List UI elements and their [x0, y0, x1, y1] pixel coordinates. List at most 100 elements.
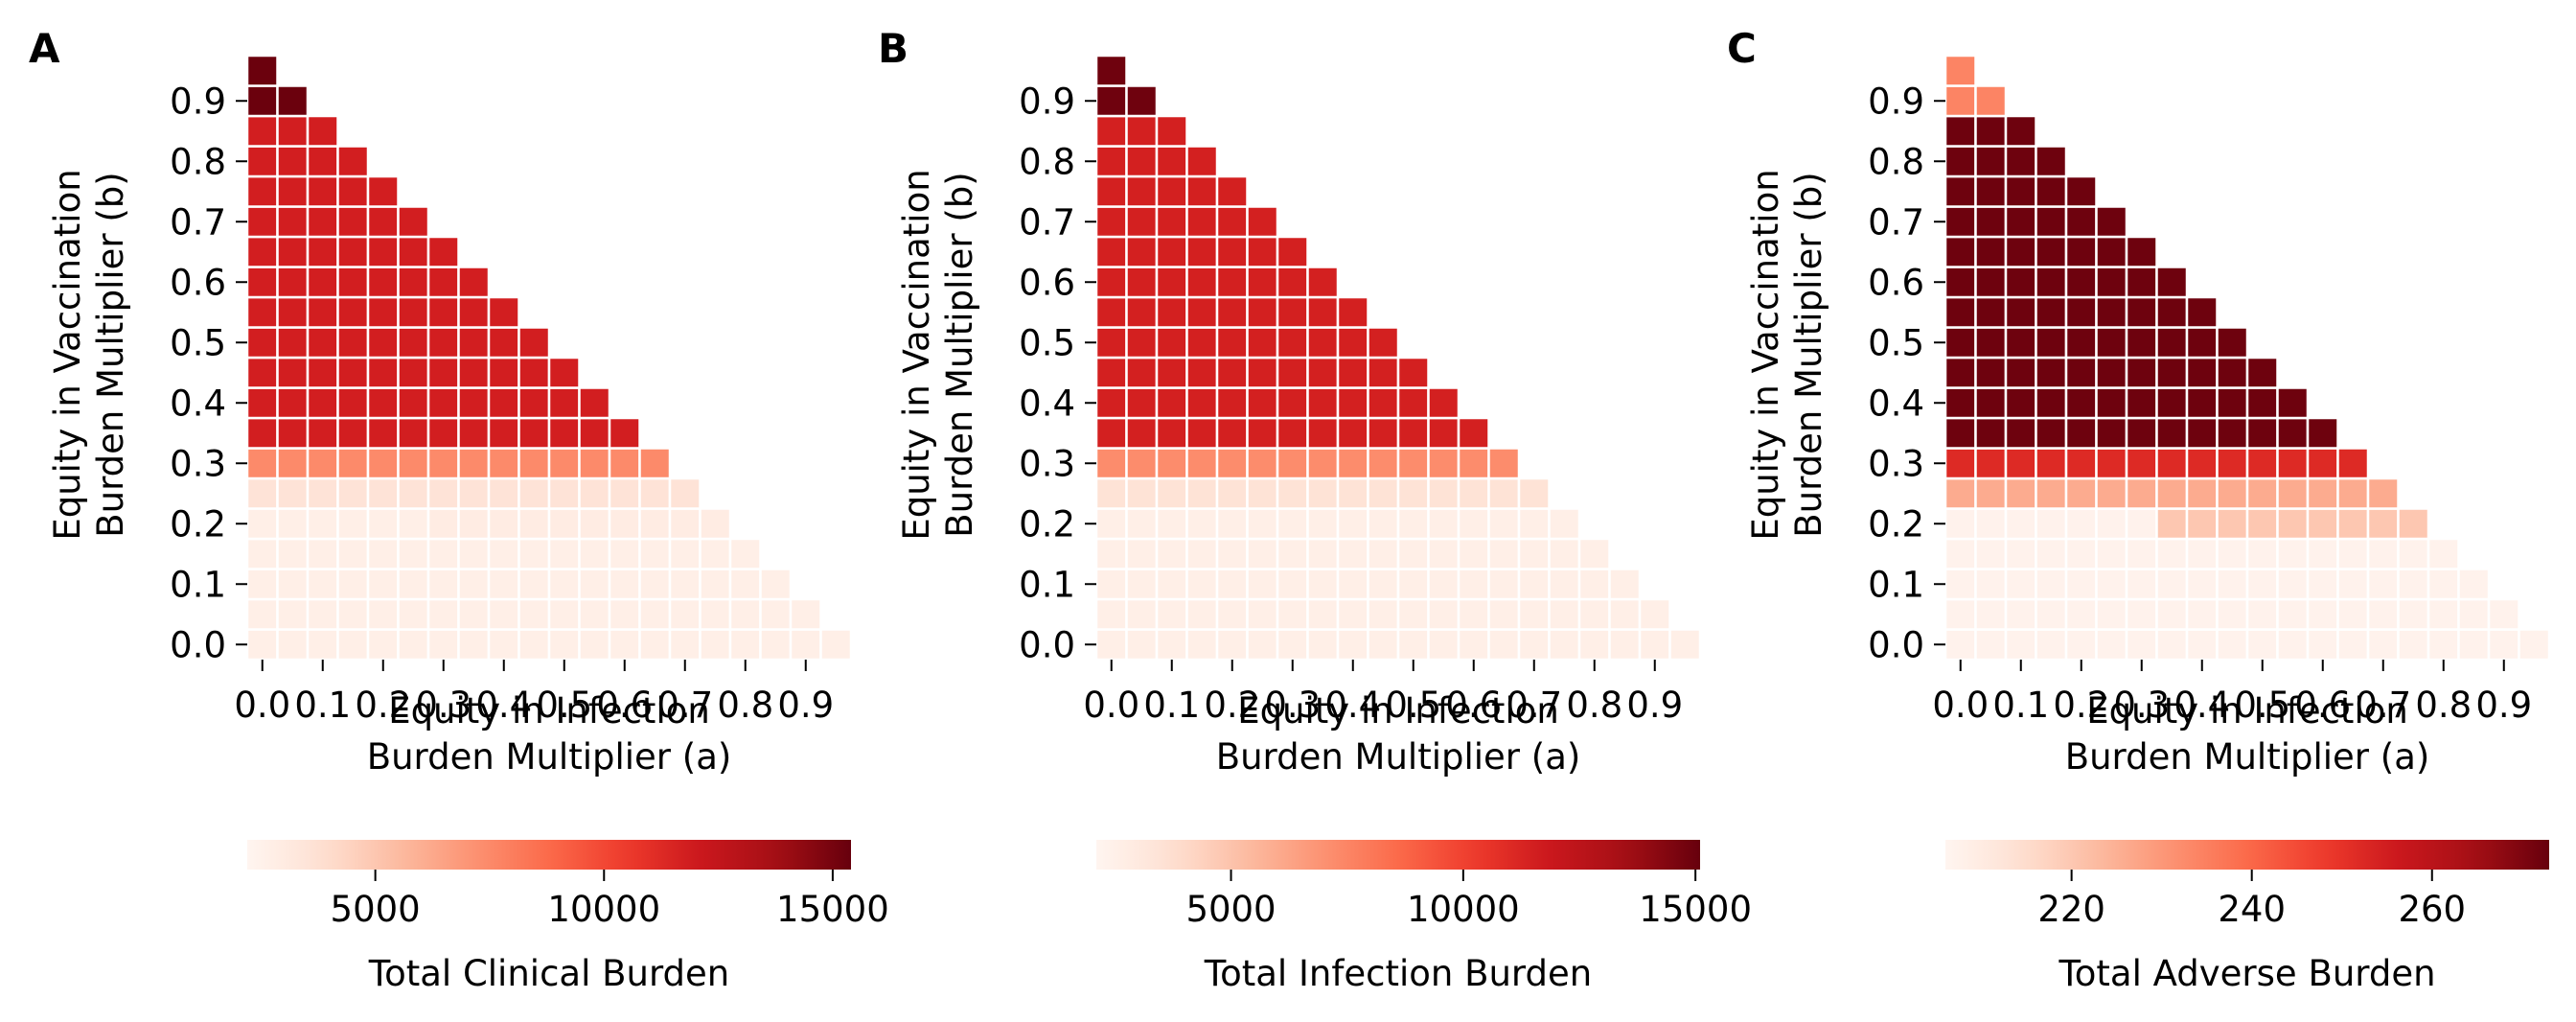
- heatmap-cell: [668, 537, 702, 570]
- heatmap-cell: [2095, 447, 2128, 480]
- heatmap-cell: [1215, 205, 1249, 239]
- heatmap-cell: [336, 266, 370, 299]
- x-tick-label: 0.3: [1264, 685, 1321, 726]
- heatmap-cell: [518, 507, 551, 541]
- heatmap-cell: [366, 507, 400, 541]
- heatmap-cell: [1185, 295, 1219, 329]
- heatmap-cell: [2336, 628, 2370, 662]
- heatmap-cell: [457, 537, 491, 570]
- heatmap-cell: [2004, 114, 2037, 148]
- heatmap-cell: [2095, 476, 2128, 510]
- panel-label: B: [878, 25, 908, 72]
- heatmap-cell: [245, 145, 279, 178]
- x-tick-label: 0.0: [1932, 685, 1989, 726]
- heatmap-cell: [1548, 628, 1581, 662]
- y-tick-label: 0.4: [1868, 383, 1924, 424]
- heatmap-cell: [245, 326, 279, 360]
- heatmap-cell: [1974, 84, 2008, 118]
- heatmap-cell: [1944, 628, 1977, 662]
- heatmap-cell: [245, 597, 279, 631]
- x-axis-label: Burden Multiplier (a): [2065, 736, 2430, 778]
- heatmap-cell: [366, 235, 400, 268]
- heatmap-cell: [1974, 174, 2008, 208]
- y-tick-label: 0.4: [1019, 383, 1075, 424]
- heatmap-cell: [457, 295, 491, 329]
- heatmap-cell: [1974, 205, 2008, 239]
- heatmap-cell: [397, 597, 430, 631]
- heatmap-cell: [1306, 628, 1340, 662]
- heatmap-cell: [2064, 416, 2098, 450]
- heatmap-cell: [1306, 386, 1340, 420]
- colorbar: [1945, 840, 2549, 870]
- heatmap-cell: [1306, 416, 1340, 450]
- heatmap-cell: [1517, 537, 1551, 570]
- heatmap-cell: [638, 476, 672, 510]
- heatmap-cell: [366, 266, 400, 299]
- heatmap-cell: [2426, 568, 2460, 601]
- heatmap-cell: [1608, 597, 1642, 631]
- heatmap-cell: [2245, 447, 2279, 480]
- heatmap-cell: [2064, 568, 2098, 601]
- heatmap-cell: [1457, 476, 1490, 510]
- y-tick-label: 0.8: [1019, 141, 1075, 182]
- colorbar-tick-label: 10000: [1407, 889, 1520, 930]
- y-tick-label: 0.0: [1868, 624, 1924, 665]
- heatmap-cell: [2366, 476, 2400, 510]
- heatmap-cell: [2306, 597, 2339, 631]
- heatmap-cell: [397, 356, 430, 389]
- heatmap-cell: [2095, 205, 2128, 239]
- heatmap-cell: [547, 447, 581, 480]
- heatmap-cell: [2095, 386, 2128, 420]
- heatmap-cell: [578, 537, 611, 570]
- heatmap-cell: [1125, 597, 1159, 631]
- heatmap-cell: [1487, 537, 1521, 570]
- x-tick-label: 0.1: [1143, 685, 1200, 726]
- heatmap-cell: [2276, 476, 2310, 510]
- heatmap-cell: [487, 295, 520, 329]
- colorbar-tick-label: 10000: [547, 889, 660, 930]
- heatmap-cell: [1246, 447, 1279, 480]
- y-axis-label: Equity in Vaccination: [896, 169, 937, 540]
- heatmap-cell: [336, 568, 370, 601]
- x-tick-label: 0.6: [2294, 685, 2351, 726]
- heatmap-cell: [2155, 476, 2189, 510]
- heatmap-cell: [1638, 597, 1671, 631]
- y-axis-label: Burden Multiplier (b): [90, 172, 131, 537]
- heatmap-cell: [2125, 537, 2158, 570]
- heatmap-cell: [638, 628, 672, 662]
- heatmap-cell: [518, 628, 551, 662]
- heatmap-cell: [1427, 386, 1460, 420]
- x-tick-label: 0.8: [1566, 685, 1622, 726]
- heatmap-cell: [1185, 537, 1219, 570]
- heatmap-cell: [1155, 597, 1188, 631]
- heatmap-cell: [1094, 54, 1128, 87]
- heatmap-cell: [1336, 356, 1369, 389]
- heatmap-cell: [1974, 235, 2008, 268]
- heatmap-cell: [306, 205, 339, 239]
- heatmap-cell: [2064, 205, 2098, 239]
- heatmap-cell: [1367, 447, 1400, 480]
- heatmap-cell: [1215, 174, 1249, 208]
- heatmap-cell: [638, 537, 672, 570]
- colorbar-label: Total Clinical Burden: [368, 953, 729, 994]
- heatmap-cell: [759, 568, 793, 601]
- heatmap-cell: [336, 205, 370, 239]
- heatmap-cell: [2064, 235, 2098, 268]
- colorbar-tick-label: 260: [2398, 889, 2466, 930]
- heatmap-cell: [1336, 507, 1369, 541]
- heatmap-cell: [336, 326, 370, 360]
- panel-label: A: [29, 25, 60, 72]
- heatmap-cell: [578, 476, 611, 510]
- heatmap-panel-a: A0.00.10.20.30.40.50.60.70.80.90.0 0.1 0.2…: [29, 25, 889, 994]
- heatmap-cell: [2185, 568, 2219, 601]
- heatmap-cell: [547, 356, 581, 389]
- heatmap-cell: [1427, 628, 1460, 662]
- y-tick-label: 0.1: [1019, 564, 1075, 605]
- heatmap-cell: [1577, 628, 1611, 662]
- heatmap-cell: [1094, 507, 1128, 541]
- heatmap-cell: [1367, 386, 1400, 420]
- heatmap-cell: [1215, 416, 1249, 450]
- heatmap-cell: [2306, 628, 2339, 662]
- heatmap-cell: [1306, 295, 1340, 329]
- heatmap-cell: [1125, 537, 1159, 570]
